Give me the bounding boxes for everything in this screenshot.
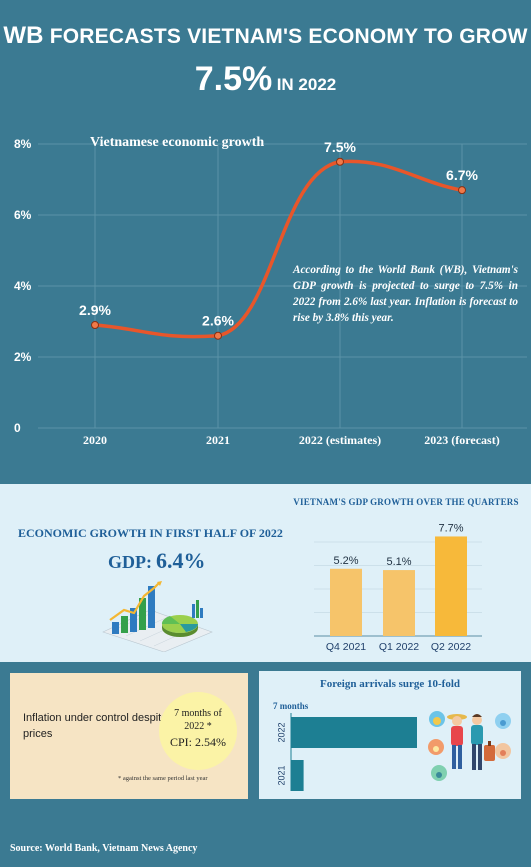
arrivals-bar-chart: 2022 2021: [276, 713, 417, 791]
cpi-value: CPI: 2.54%: [169, 735, 226, 749]
title-rest: FORECASTS VIETNAM'S ECONOMY TO GROW: [49, 25, 528, 48]
arrivals-bar: [291, 717, 417, 748]
gdp-figure: GDP: 6.4%: [108, 548, 206, 574]
data-point: [214, 331, 222, 340]
gdp-panel-title: ECONOMIC GROWTH IN FIRST HALF OF 2022: [18, 526, 283, 540]
data-point: [91, 321, 99, 330]
y-tick-label: 4%: [14, 279, 32, 293]
gdp-value: 6.4%: [156, 548, 206, 573]
tourists-illustration-icon: [428, 711, 511, 781]
inflation-panel: Inflation under control despite rising f…: [10, 673, 248, 799]
infographic-subtitle: 7.5% IN 2022: [0, 60, 531, 99]
y-tick-label: 8%: [14, 137, 32, 151]
arrivals-period: 7 months: [273, 701, 309, 711]
quarter-category-label: Q4 2021: [326, 641, 366, 653]
source-note: Source: World Bank, Vietnam News Agency: [10, 843, 198, 854]
data-label: 6.7%: [446, 167, 478, 183]
gdp-panel: ECONOMIC GROWTH IN FIRST HALF OF 2022 GD…: [0, 484, 531, 662]
arrivals-title: Foreign arrivals surge 10-fold: [319, 678, 461, 690]
quarter-category-label: Q1 2022: [379, 641, 419, 653]
growth-line-chart: 0 2% 4% 6% 8% 2020 2021 2022 (estimates) 2023 (f…: [14, 135, 527, 447]
gdp-label: GDP:: [108, 552, 152, 572]
x-tick-label: 2020: [83, 433, 107, 447]
x-tick-label: 2023 (forecast): [424, 433, 499, 447]
growth-chart-illustration-icon: [102, 581, 213, 652]
chart-title: Vietnamese economic growth: [90, 135, 264, 150]
data-label: 2.9%: [79, 302, 111, 318]
cpi-period: 7 months of 2022 *: [174, 708, 222, 732]
quarter-category-label: Q2 2022: [431, 641, 471, 653]
title-wb: WB: [3, 22, 44, 49]
subtitle-year: IN 2022: [276, 75, 337, 94]
quarter-value-label: 5.1%: [386, 556, 411, 568]
quarter-value-label: 5.2%: [333, 555, 358, 567]
chart-annotation: According to the World Bank (WB), Vietna…: [293, 264, 518, 324]
y-tick-label: 6%: [14, 208, 32, 222]
quarter-bar: [383, 570, 415, 636]
subtitle-percent: 7.5%: [194, 60, 273, 98]
x-tick-label: 2021: [206, 433, 230, 447]
data-point: [336, 157, 344, 166]
growth-line: [93, 159, 464, 339]
data-point: [458, 186, 466, 195]
y-tick-label: 2%: [14, 350, 32, 364]
arrivals-bar: [291, 760, 304, 791]
x-tick-label: 2022 (estimates): [299, 433, 381, 447]
y-tick-label: 0: [14, 421, 21, 435]
quarter-bar: [330, 568, 362, 636]
quarter-value-label: 7.7%: [438, 522, 463, 534]
arrivals-year-label: 2022: [276, 722, 286, 742]
infographic-title: WB FORECASTS VIETNAM'S ECONOMY TO GROW: [0, 22, 531, 50]
data-label: 2.6%: [202, 313, 234, 329]
footnote: * against the same period last year: [118, 775, 208, 782]
quarterly-chart-title: VIETNAM'S GDP GROWTH OVER THE QUARTERS: [293, 497, 519, 507]
quarter-bar: [435, 536, 467, 636]
arrivals-year-label: 2021: [276, 765, 286, 785]
arrivals-panel: Foreign arrivals surge 10-fold 7 months …: [259, 671, 521, 799]
data-label: 7.5%: [324, 139, 356, 155]
cpi-badge: 7 months of 2022 * CPI: 2.54%: [159, 692, 237, 770]
quarterly-bar-chart: 5.2% Q4 2021 5.1% Q1 2022 7.7% Q2 2022: [314, 522, 482, 653]
